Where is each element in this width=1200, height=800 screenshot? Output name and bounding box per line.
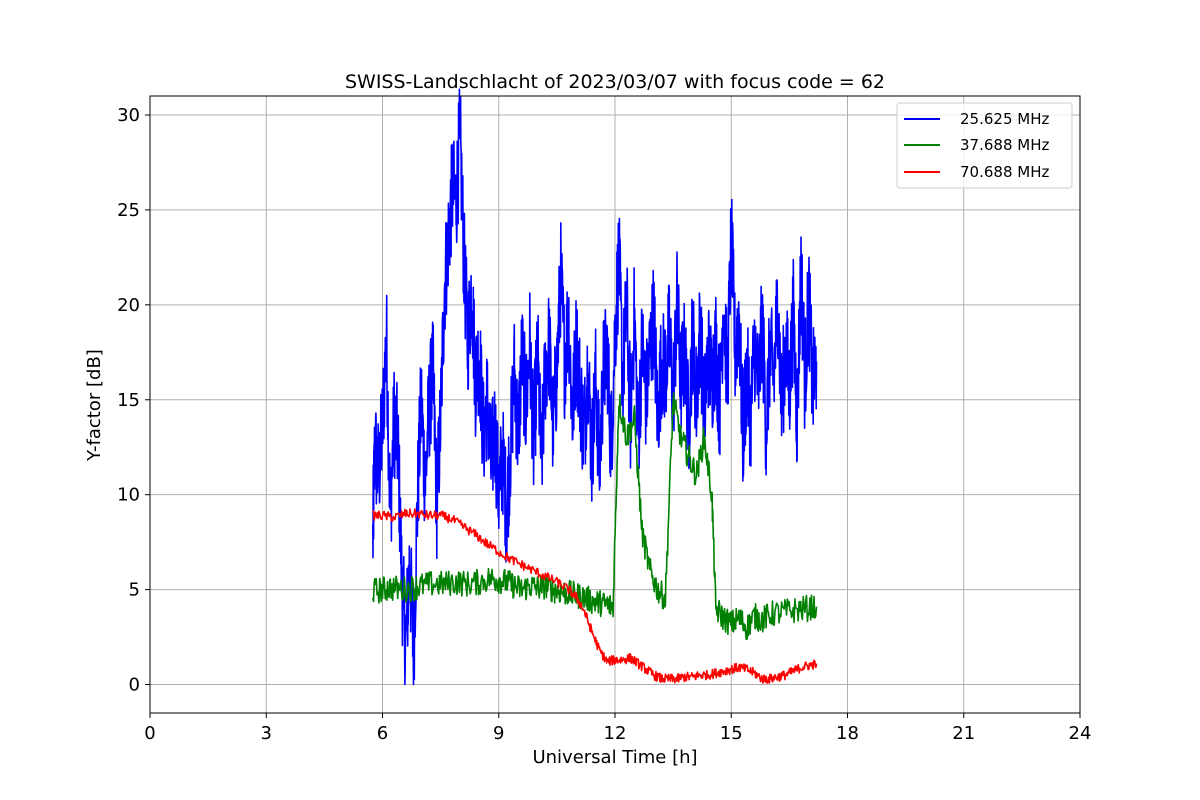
x-tick-label: 12 [604,723,627,744]
legend-label-series-3: 70.688 MHz [960,163,1049,181]
x-tick-label: 18 [836,723,859,744]
y-tick-label: 25 [117,200,140,221]
x-tick-label: 21 [952,723,975,744]
series-line-2 [372,392,818,641]
y-tick-label: 20 [117,295,140,316]
series-line-3 [372,508,818,684]
y-axis: 0 5 10 15 20 25 30 [117,105,150,696]
series-line-1 [372,88,818,686]
y-tick-label: 10 [117,485,140,506]
y-axis-label: Y-factor [dB] [84,349,105,462]
legend-label-series-1: 25.625 MHz [960,110,1049,128]
y-tick-label: 15 [117,390,140,411]
x-tick-label: 0 [144,723,155,744]
x-tick-label: 15 [720,723,743,744]
x-axis-label: Universal Time [h] [532,747,697,768]
x-tick-label: 3 [261,723,272,744]
legend-label-series-2: 37.688 MHz [960,136,1049,154]
series-layer [372,88,818,686]
x-axis: 0 3 6 9 12 15 18 21 24 [144,713,1091,744]
legend-box [896,102,1073,189]
x-tick-label: 6 [377,723,388,744]
y-tick-label: 5 [129,580,140,601]
y-tick-label: 0 [129,675,140,696]
chart-title: SWISS-Landschlacht of 2023/03/07 with fo… [345,71,885,93]
x-tick-label: 9 [493,723,504,744]
y-tick-label: 30 [117,105,140,126]
legend: 25.625 MHz 37.688 MHz 70.688 MHz [896,102,1073,189]
x-tick-label: 24 [1069,723,1092,744]
